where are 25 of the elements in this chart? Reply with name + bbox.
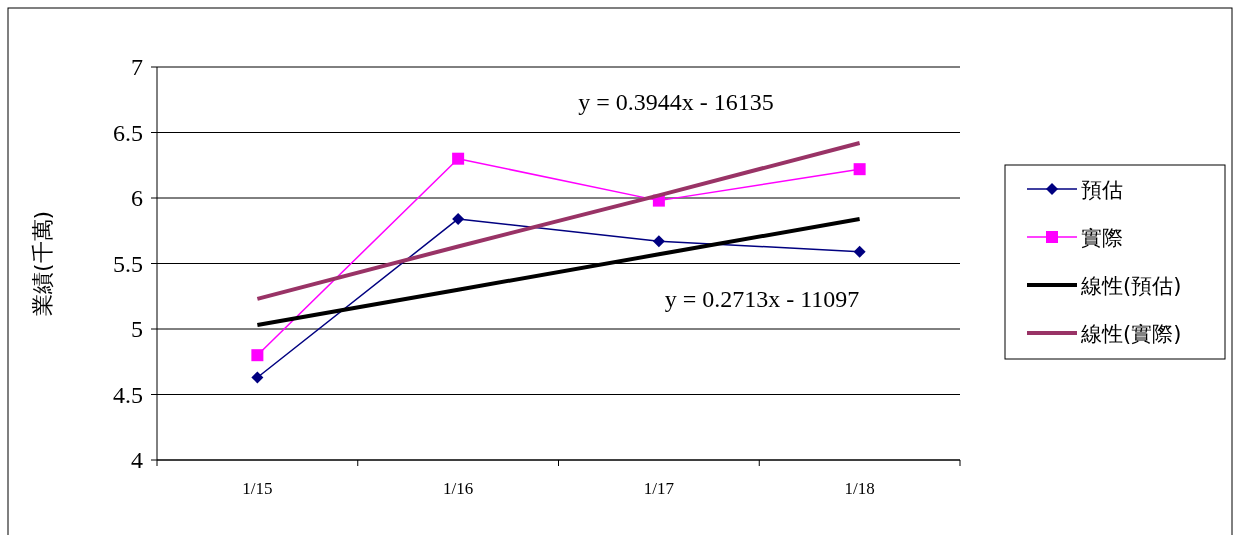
y-tick-label: 5.5 <box>113 250 143 277</box>
annotation: y = 0.3944x - 16135 <box>578 89 774 115</box>
legend-label: 實際 <box>1081 226 1123 250</box>
x-tick-label: 1/17 <box>643 479 675 498</box>
legend-label: 預估 <box>1081 178 1123 202</box>
annotation: y = 0.2713x - 11097 <box>664 286 860 312</box>
point <box>853 245 866 258</box>
point <box>251 371 264 384</box>
point <box>452 152 465 165</box>
y-tick-label: 6.5 <box>113 119 143 146</box>
y-tick-label: 6 <box>131 185 143 211</box>
y-tick-label: 5 <box>131 316 143 342</box>
point <box>251 349 264 362</box>
x-tick-label: 1/16 <box>443 479 474 498</box>
point <box>652 235 665 248</box>
point <box>452 212 465 225</box>
y-axis-title: 業績(千萬) <box>30 210 55 317</box>
y-tick-label: 4.5 <box>113 381 143 408</box>
legend-label: 線性(預估) <box>1080 274 1182 298</box>
x-tick-label: 1/15 <box>242 479 273 498</box>
y-tick-label: 4 <box>131 447 143 473</box>
point <box>853 163 866 176</box>
y-tick-label: 7 <box>131 54 143 80</box>
legend-label: 線性(實際) <box>1080 322 1182 346</box>
x-tick-label: 1/18 <box>844 479 875 498</box>
